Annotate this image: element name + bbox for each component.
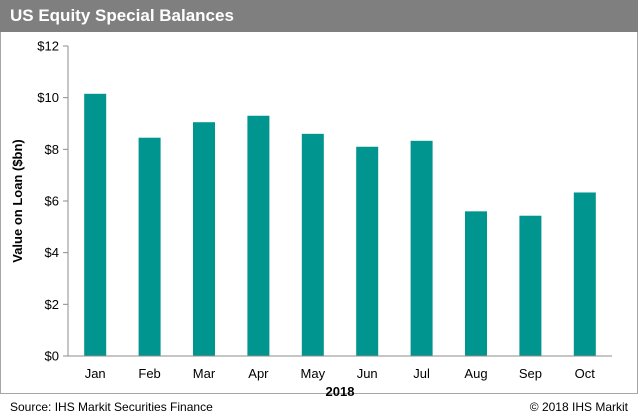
- y-tick-label: $2: [45, 297, 59, 312]
- y-tick-label: $6: [45, 194, 59, 209]
- bar-may: [301, 133, 324, 356]
- bar-jun: [356, 146, 379, 356]
- y-tick-label: $10: [37, 90, 59, 105]
- x-tick-label: Jan: [85, 366, 106, 381]
- x-tick-label: Jun: [357, 366, 378, 381]
- copyright-note: © 2018 IHS Markit: [529, 400, 628, 414]
- chart-title: US Equity Special Balances: [0, 0, 638, 32]
- bar-aug: [465, 211, 487, 356]
- x-axis-title: 2018: [326, 384, 355, 399]
- y-tick-label: $0: [45, 349, 59, 364]
- y-tick-label: $12: [37, 39, 59, 54]
- x-tick-label: Aug: [464, 366, 487, 381]
- bar-mar: [193, 122, 215, 356]
- x-tick-label: Apr: [248, 366, 269, 381]
- bar-jul: [410, 140, 433, 356]
- x-tick-label: May: [301, 366, 326, 381]
- y-tick-label: $8: [45, 142, 59, 157]
- x-tick-label: Mar: [193, 366, 216, 381]
- bars: [84, 93, 596, 357]
- bar-jan: [84, 93, 107, 357]
- x-tick-label: Jul: [413, 366, 430, 381]
- y-axis-title: Value on Loan ($bn): [10, 139, 25, 263]
- bar-sep: [519, 215, 542, 356]
- x-tick-label: Feb: [138, 366, 160, 381]
- source-note: Source: IHS Markit Securities Finance: [10, 400, 213, 414]
- x-tick-label: Oct: [575, 366, 596, 381]
- bar-feb: [138, 137, 161, 356]
- bar-oct: [573, 192, 596, 356]
- x-tick-label: Sep: [519, 366, 542, 381]
- y-axis-ticks: $0 $2 $4 $6 $8 $10 $12: [37, 39, 68, 364]
- bar-apr: [247, 115, 270, 356]
- y-tick-label: $4: [45, 245, 59, 260]
- x-axis-ticks: Jan Feb Mar Apr May Jun Jul Aug Sep Oct: [85, 366, 596, 381]
